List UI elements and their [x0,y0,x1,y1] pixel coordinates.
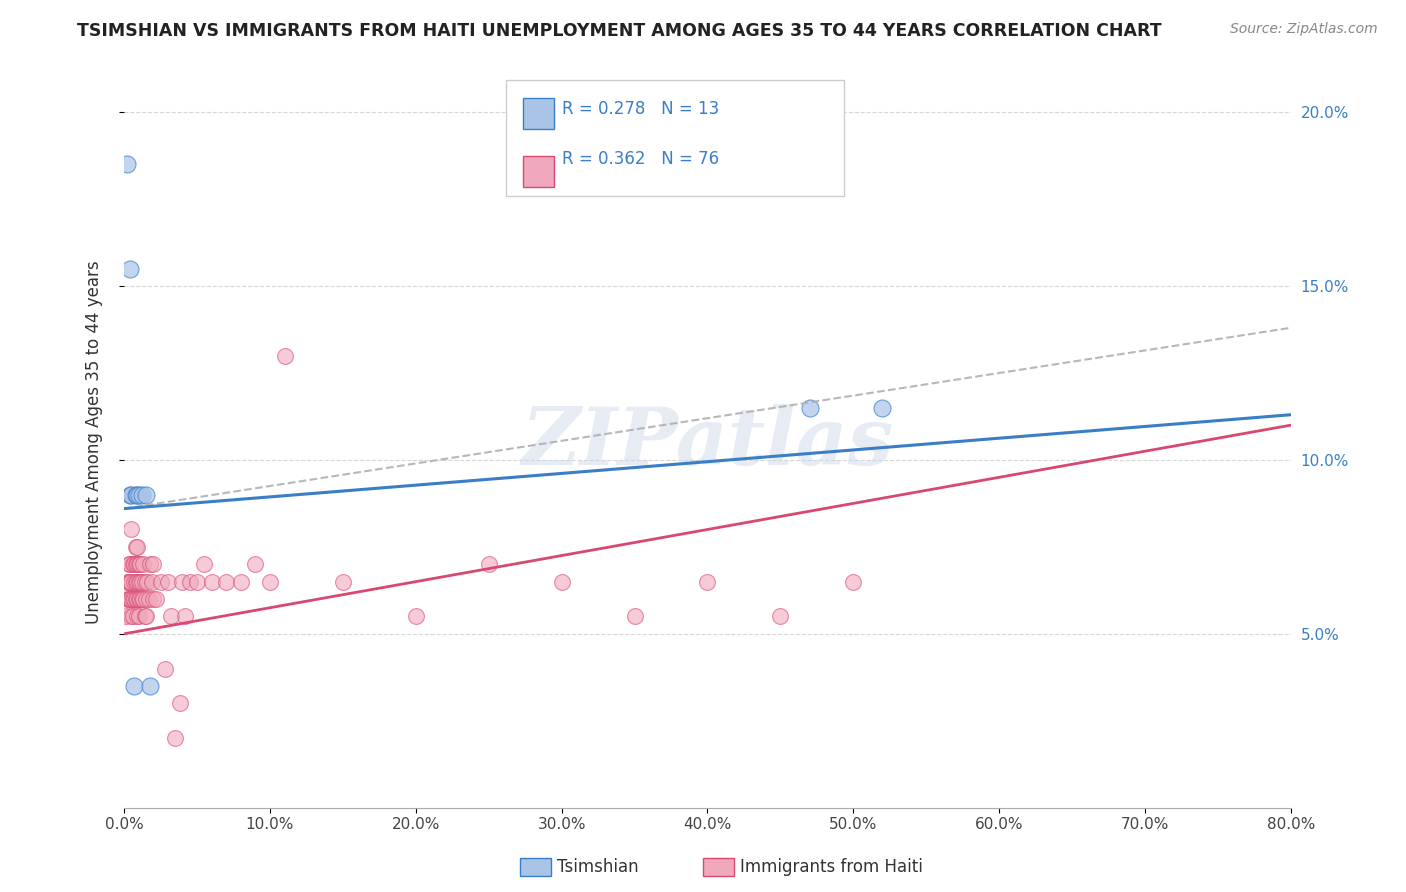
Point [127,540,149,554]
Point [259,574,281,589]
Point [165,731,187,746]
Point [186,574,208,589]
Point [478,558,501,572]
Point [135,488,157,502]
Text: Source: ZipAtlas.com: Source: ZipAtlas.com [1230,22,1378,37]
Point [169,697,191,711]
Point [141,574,163,589]
Point [125,592,148,607]
Point [125,558,148,572]
Point [156,574,179,589]
Point [118,488,141,502]
Point [138,592,160,607]
Point [215,574,238,589]
Point [128,609,150,624]
Point [131,488,153,502]
Y-axis label: Unemployment Among Ages 35 to 44 years: Unemployment Among Ages 35 to 44 years [86,260,103,624]
Point [124,592,146,607]
Point [114,609,136,624]
Point [122,558,145,572]
Point [117,592,139,607]
Point [135,609,157,624]
Point [550,574,572,589]
Point [128,574,150,589]
Point [129,558,152,572]
Point [127,488,149,502]
Point [135,592,157,607]
Text: R = 0.278   N = 13: R = 0.278 N = 13 [562,100,720,118]
Point [172,574,194,589]
Point [134,609,156,624]
Point [872,401,894,415]
Point [131,574,153,589]
Point [128,558,150,572]
Point [120,488,142,502]
Point [623,609,645,624]
Point [120,488,142,502]
Point [125,488,148,502]
Point [118,261,141,276]
Point [120,574,142,589]
Point [136,574,159,589]
Text: Tsimshian: Tsimshian [557,858,638,876]
Point [120,523,142,537]
Point [134,574,156,589]
Point [245,558,267,572]
Point [132,592,155,607]
Point [153,662,176,676]
Point [179,574,201,589]
Point [118,592,141,607]
Point [229,574,252,589]
Point [120,609,142,624]
Point [139,558,162,572]
Point [769,609,792,624]
Point [145,592,167,607]
Text: TSIMSHIAN VS IMMIGRANTS FROM HAITI UNEMPLOYMENT AMONG AGES 35 TO 44 YEARS CORREL: TSIMSHIAN VS IMMIGRANTS FROM HAITI UNEMP… [77,22,1161,40]
Point [174,609,197,624]
Point [273,349,295,363]
Point [115,157,138,171]
Point [201,574,224,589]
Point [132,558,155,572]
Point [118,574,141,589]
Point [159,609,181,624]
Point [127,609,149,624]
Point [696,574,718,589]
Point [842,574,865,589]
Text: ZIPatlas: ZIPatlas [522,404,893,482]
Point [129,574,152,589]
Point [128,592,150,607]
Point [127,592,149,607]
Point [128,488,150,502]
Point [127,558,149,572]
Text: Immigrants from Haiti: Immigrants from Haiti [740,858,922,876]
Point [142,558,165,572]
Point [193,558,215,572]
Text: R = 0.362   N = 76: R = 0.362 N = 76 [562,150,720,168]
Point [405,609,427,624]
Point [124,679,146,693]
Point [124,558,146,572]
Point [118,558,141,572]
Point [115,592,138,607]
Point [131,592,153,607]
Point [122,609,145,624]
Point [127,574,149,589]
Point [332,574,354,589]
Point [139,679,162,693]
Point [117,574,139,589]
Point [149,574,172,589]
Point [129,592,152,607]
Point [124,574,146,589]
Point [125,574,148,589]
Point [125,540,148,554]
Point [142,592,165,607]
Point [117,558,139,572]
Point [115,574,138,589]
Point [799,401,821,415]
Point [122,592,145,607]
Point [120,592,142,607]
